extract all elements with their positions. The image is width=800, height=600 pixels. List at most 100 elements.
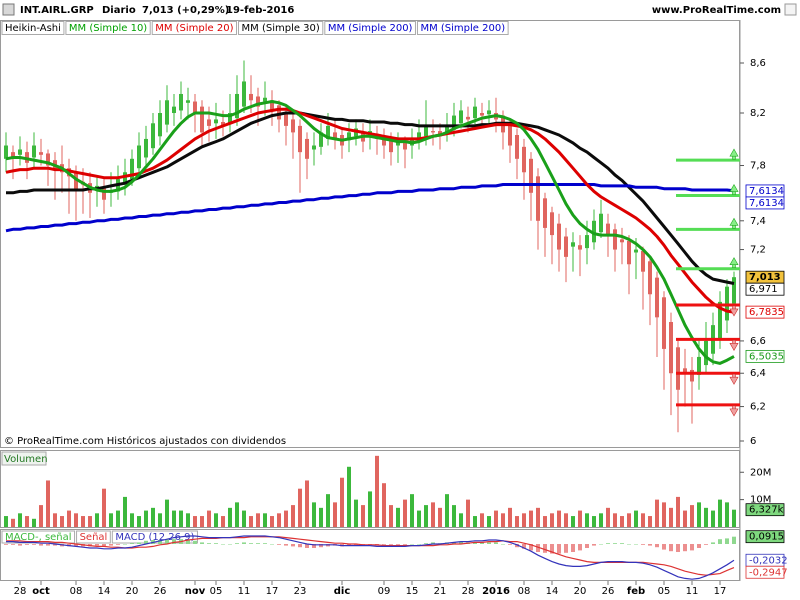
candle-body <box>690 369 694 382</box>
macd-label-box <box>745 565 785 579</box>
volume-bar <box>74 513 78 527</box>
macd-histogram <box>613 543 617 544</box>
macd-histogram <box>221 544 225 545</box>
volume-bar <box>340 477 344 527</box>
candle-body <box>515 135 519 159</box>
quote: 7,013 (+0,29%) <box>142 5 229 16</box>
candle-body <box>32 145 36 158</box>
macd-histogram <box>571 544 575 552</box>
y-tick-label: 20M <box>750 467 771 478</box>
candle-body <box>403 142 407 150</box>
volume-bar <box>389 505 393 527</box>
volume-bar <box>333 502 337 527</box>
macd-histogram <box>403 544 407 545</box>
macd-histogram <box>277 544 281 545</box>
macd-histogram <box>410 544 414 545</box>
macd-histogram <box>543 544 547 553</box>
candle-body <box>4 145 8 159</box>
candle-body <box>291 119 295 133</box>
macd-histogram <box>249 543 253 544</box>
candle-body <box>312 145 316 150</box>
symbol-icon <box>2 3 15 16</box>
volume-bar <box>305 480 309 527</box>
x-tick-label: 11 <box>686 586 699 597</box>
x-tick-label: 28 <box>462 586 475 597</box>
volume-bar <box>193 516 197 527</box>
macd-histogram <box>46 544 50 546</box>
macd-line <box>6 535 735 580</box>
volume-bar <box>382 483 386 527</box>
macd-histogram <box>39 544 43 546</box>
volume-label-box <box>745 503 785 517</box>
x-tick-label: feb <box>627 586 645 597</box>
volume-bar <box>396 507 400 527</box>
macd-histogram <box>599 544 603 545</box>
volume-bar <box>102 488 106 527</box>
x-tick-label: 21 <box>434 586 447 597</box>
legend-label: MM (Simple 20) <box>155 23 233 34</box>
legend-label: MACD (12 26 9) <box>115 532 194 543</box>
candle-body <box>11 152 15 159</box>
candle-body <box>445 125 449 134</box>
macd-histogram <box>263 543 267 544</box>
volume-bar <box>529 510 533 527</box>
candle-body <box>277 105 281 120</box>
candle-body <box>284 113 288 126</box>
x-tick-label: dic <box>334 586 351 597</box>
candle-body <box>431 131 435 133</box>
macd-histogram <box>452 542 456 544</box>
candle-body <box>333 132 337 139</box>
candle-body <box>186 100 190 103</box>
macd-histogram <box>228 544 232 545</box>
macd-histogram <box>725 538 729 544</box>
volume-bar <box>487 516 491 527</box>
macd-histogram <box>354 544 358 546</box>
volume-bar <box>326 494 330 527</box>
volume-bar <box>480 513 484 527</box>
macd-histogram <box>501 544 505 545</box>
macd-histogram <box>634 544 638 545</box>
x-tick-label: 20 <box>574 586 587 597</box>
macd-histogram <box>592 544 596 546</box>
panel-title: Volumen <box>4 454 48 465</box>
level-arrow <box>729 257 739 268</box>
x-tick-label: 20 <box>126 586 139 597</box>
macd-histogram <box>4 544 8 545</box>
macd-histogram <box>193 540 197 544</box>
x-tick-label: oct <box>32 586 50 597</box>
volume-bar <box>109 513 113 527</box>
macd-histogram <box>585 544 589 548</box>
macd-histogram <box>704 544 708 545</box>
volume-bar <box>158 513 162 527</box>
volume-bar <box>228 507 232 527</box>
volume-bar <box>571 516 575 527</box>
close-button[interactable] <box>784 3 797 16</box>
macd-histogram <box>655 544 659 548</box>
candle-body <box>207 119 211 126</box>
candle-body <box>578 245 582 250</box>
layers: 28 oct 08 14 20 26 nov 05 11 17 23 dic 09 15 21 28 2016 0… <box>1 21 788 597</box>
macd-label: -0,2947 <box>749 567 788 578</box>
candle-body <box>522 146 526 173</box>
x-tick-label: 08 <box>518 586 531 597</box>
price-label: 6,5035 <box>749 351 784 362</box>
volume-bar <box>585 513 589 527</box>
macd-histogram <box>424 543 428 544</box>
volume-bar <box>242 510 246 527</box>
candle-body <box>18 149 22 155</box>
macd-histogram <box>137 542 141 544</box>
y-tick-label: 8,2 <box>750 108 766 119</box>
volume-bar <box>186 513 190 527</box>
macd-histogram <box>550 544 554 554</box>
macd-histogram <box>298 544 302 548</box>
volume-bar <box>95 513 99 527</box>
volume-bar <box>473 516 477 527</box>
volume-bar <box>634 510 638 527</box>
volume-bar <box>564 513 568 527</box>
volume-bar <box>725 502 729 527</box>
volume-bar <box>711 510 715 527</box>
candle-body <box>641 251 645 272</box>
candle-body <box>74 172 78 191</box>
x-tick-label: 05 <box>210 586 223 597</box>
